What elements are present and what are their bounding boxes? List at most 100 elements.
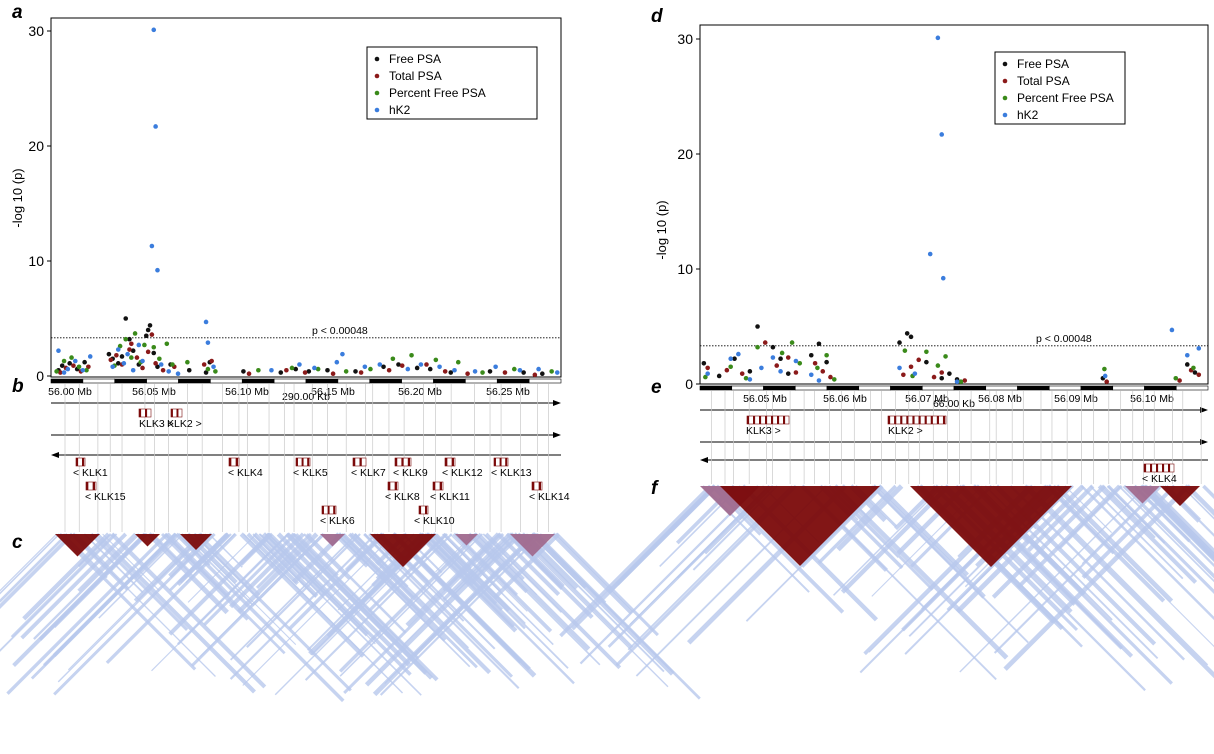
exon xyxy=(401,458,404,466)
point-hk2 xyxy=(472,369,478,374)
gene-klk7: < KLK7 xyxy=(351,457,386,479)
gene-klk3: KLK3 > xyxy=(138,408,174,430)
ld-stripe xyxy=(1064,485,1113,534)
x-tick-label: 56.09 Mb xyxy=(1054,393,1098,405)
point-percent-free-psa xyxy=(789,340,795,345)
point-percent-free-psa xyxy=(815,365,820,371)
point-total-psa xyxy=(160,367,166,373)
gene-label: < KLK11 xyxy=(430,491,470,503)
gene-label: < KLK9 xyxy=(393,467,428,479)
point-free-psa xyxy=(1192,370,1198,375)
point-hk2 xyxy=(759,365,764,371)
point-percent-free-psa xyxy=(511,366,517,372)
point-hk2 xyxy=(736,351,741,357)
ld-block xyxy=(55,534,100,557)
point-free-psa xyxy=(487,369,493,374)
ld-stripe xyxy=(246,532,299,586)
panel-label-b: b xyxy=(12,376,24,397)
point-percent-free-psa xyxy=(123,336,129,342)
ld-stripe xyxy=(258,533,305,580)
ld-stripe xyxy=(579,485,759,665)
x-tick-label: 56.05 Mb xyxy=(132,386,176,398)
exon xyxy=(1150,464,1153,472)
exon xyxy=(906,416,909,424)
point-total-psa xyxy=(931,374,937,380)
ld-stripe xyxy=(535,532,607,604)
ld-stripe xyxy=(197,533,261,596)
exon xyxy=(936,416,939,424)
x-tick-label: 56.08 Mb xyxy=(978,393,1022,405)
ld-stripe xyxy=(295,533,339,577)
x-tick-label: 56.10 Mb xyxy=(1130,393,1174,405)
ld-stripe xyxy=(349,532,492,675)
ld-stripe xyxy=(436,533,472,569)
ld-stripe xyxy=(817,484,897,565)
point-percent-free-psa xyxy=(455,359,461,365)
point-percent-free-psa xyxy=(824,352,829,358)
scale-segment xyxy=(210,378,243,384)
gene-klk4: < KLK4 xyxy=(1142,463,1177,485)
gene-label: KLK3 > xyxy=(746,425,781,437)
exon xyxy=(532,482,535,490)
point-percent-free-psa xyxy=(902,348,908,353)
ld-stripe xyxy=(551,532,634,615)
point-percent-free-psa xyxy=(433,357,439,363)
point-free-psa xyxy=(293,366,299,372)
gene-klk14: < KLK14 xyxy=(529,481,570,503)
point-total-psa xyxy=(284,367,289,373)
point-percent-free-psa xyxy=(958,379,964,385)
span-arrow-head xyxy=(553,400,561,406)
exon xyxy=(912,416,915,424)
point-percent-free-psa xyxy=(480,370,485,375)
exon xyxy=(176,409,179,417)
point-hk2 xyxy=(153,124,158,129)
scale-segment xyxy=(921,385,955,391)
point-percent-free-psa xyxy=(69,355,74,360)
ld-block xyxy=(455,534,478,546)
point-hk2 xyxy=(115,347,121,352)
panel-label-f: f xyxy=(651,478,659,499)
x-tick-label: 56.20 Mb xyxy=(398,386,442,398)
point-percent-free-psa xyxy=(1102,366,1107,372)
ld-stripe xyxy=(0,532,74,610)
gene-klk15: < KLK15 xyxy=(85,481,126,503)
point-total-psa xyxy=(1104,379,1110,385)
exon xyxy=(930,416,933,424)
point-free-psa xyxy=(785,371,791,376)
ld-stripe xyxy=(77,532,137,592)
x-tick-label: 56.15 Mb xyxy=(311,386,355,398)
exon xyxy=(139,409,142,417)
ld-stripe xyxy=(417,532,518,633)
point-free-psa xyxy=(947,371,952,376)
point-free-psa xyxy=(747,369,753,374)
point-hk2 xyxy=(65,366,71,372)
gene-label: KLK2 > xyxy=(888,425,923,437)
exon xyxy=(747,416,750,424)
ld-stripe xyxy=(184,533,297,646)
scale-segment xyxy=(305,378,339,384)
ld-stripe xyxy=(559,484,712,638)
point-percent-free-psa xyxy=(779,350,785,356)
point-free-psa xyxy=(353,369,358,374)
point-free-psa xyxy=(123,316,129,321)
ld-stripe xyxy=(424,532,503,611)
point-percent-free-psa xyxy=(390,356,396,362)
ld-stripe xyxy=(836,484,904,552)
x-tick-label: 56.00 Mb xyxy=(48,386,92,398)
point-free-psa xyxy=(1184,362,1190,367)
exon xyxy=(433,482,436,490)
point-free-psa xyxy=(325,367,330,373)
gene-label: KLK3 > xyxy=(139,418,174,430)
plot-d-frame xyxy=(699,24,1209,385)
ld-stripe xyxy=(33,533,140,640)
point-percent-free-psa xyxy=(1173,375,1179,381)
ld-stripe xyxy=(1016,484,1121,590)
point-percent-free-psa xyxy=(76,364,82,370)
point-hk2 xyxy=(536,366,541,372)
point-hk2 xyxy=(130,367,136,373)
y-tick-label: 0 xyxy=(685,376,693,392)
point-percent-free-psa xyxy=(743,375,749,381)
point-percent-free-psa xyxy=(728,364,733,370)
x-tick-label: 56.25 Mb xyxy=(486,386,530,398)
point-hk2 xyxy=(452,367,457,373)
